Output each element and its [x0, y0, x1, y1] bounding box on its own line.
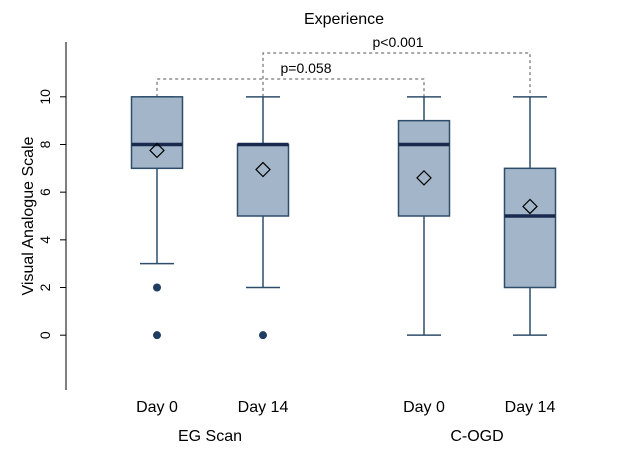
y-tick-label-0: 0 [37, 331, 53, 339]
x-category-label-2: Day 14 [238, 399, 289, 416]
x-group-label-2: C-OGD [450, 428, 503, 445]
y-tick-label-8: 8 [37, 140, 53, 148]
x-axis-labels: Day 0 Day 14 Day 0 Day 14 EG Scan C-OGD [136, 399, 555, 445]
box-series [130, 96, 557, 340]
outlier-point-1 [259, 331, 267, 340]
x-category-label-3: Day 0 [403, 399, 445, 416]
x-category-label-4: Day 14 [505, 399, 556, 416]
y-axis-ticks: 0 2 4 6 8 10 [37, 89, 66, 339]
significance-label-2: p<0.001 [373, 34, 424, 50]
y-tick-label-2: 2 [37, 283, 53, 291]
box-1 [130, 96, 184, 340]
mean-marker [255, 161, 271, 178]
box-2 [236, 96, 290, 340]
box-iqr [397, 119, 451, 217]
y-tick-label-4: 4 [37, 236, 53, 244]
y-tick-label-10: 10 [37, 89, 53, 105]
significance-label-1: p=0.058 [281, 60, 332, 76]
box-3 [397, 96, 451, 336]
y-axis-label: Visual Analogue Scale [20, 136, 37, 295]
box-4 [503, 96, 557, 336]
x-group-label-1: EG Scan [178, 428, 242, 445]
outlier-point-1 [153, 283, 161, 292]
significance-bracket-2 [262, 52, 531, 97]
mean-marker [149, 142, 165, 159]
chart-title: Experience [304, 11, 384, 28]
y-tick-label-6: 6 [37, 188, 53, 196]
box-iqr [236, 143, 290, 217]
significance-bracket-1 [156, 78, 425, 97]
significance-annotations: p=0.058 p<0.001 [156, 34, 531, 97]
mean-marker [416, 170, 432, 186]
box-iqr [503, 167, 557, 289]
mean-marker [522, 198, 538, 215]
outlier-point-2 [153, 331, 161, 340]
x-category-label-1: Day 0 [136, 399, 178, 416]
box-iqr [130, 96, 184, 170]
